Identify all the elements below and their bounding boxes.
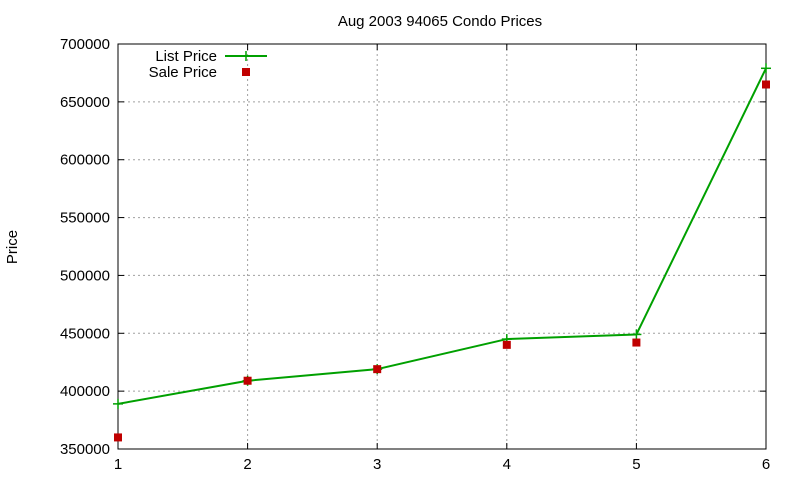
series-layer xyxy=(113,63,771,442)
list-price-point xyxy=(631,329,642,340)
chart-title: Aug 2003 94065 Condo Prices xyxy=(338,13,542,30)
x-tick-label: 4 xyxy=(503,456,511,473)
list-price-line xyxy=(117,67,767,405)
y-tick-label: 650000 xyxy=(60,94,110,111)
x-tick-label: 1 xyxy=(114,456,122,473)
legend-swatch-sale-price xyxy=(242,68,250,76)
x-tick-label: 6 xyxy=(762,456,770,473)
axis-ticks: 350000 400000 450000 500000 550000 600000 6500… xyxy=(60,36,770,473)
y-tick-label: 450000 xyxy=(60,325,110,342)
x-tick-label: 2 xyxy=(243,456,251,473)
y-tick-label: 500000 xyxy=(60,267,110,284)
y-axis-label: Price xyxy=(4,230,21,264)
list-price-point xyxy=(113,398,123,409)
sale-price-point xyxy=(243,376,252,385)
y-tick-label: 550000 xyxy=(60,210,110,227)
legend-label-list-price: List Price xyxy=(155,48,217,65)
x-tick-label: 5 xyxy=(632,456,640,473)
y-tick-label: 400000 xyxy=(60,383,110,400)
y-tick-label: 700000 xyxy=(60,36,110,53)
sale-price-point xyxy=(632,338,641,347)
sale-price-point xyxy=(373,365,382,374)
sale-price-point xyxy=(762,80,770,89)
legend-label-sale-price: Sale Price xyxy=(149,64,217,81)
y-tick-label: 350000 xyxy=(60,441,110,458)
grid-lines xyxy=(118,44,766,449)
sale-price-point xyxy=(114,433,122,442)
y-tick-label: 600000 xyxy=(60,152,110,169)
x-tick-label: 3 xyxy=(373,456,381,473)
plot-frame xyxy=(117,43,767,450)
list-price-point xyxy=(761,63,771,74)
sale-price-point xyxy=(502,340,511,349)
